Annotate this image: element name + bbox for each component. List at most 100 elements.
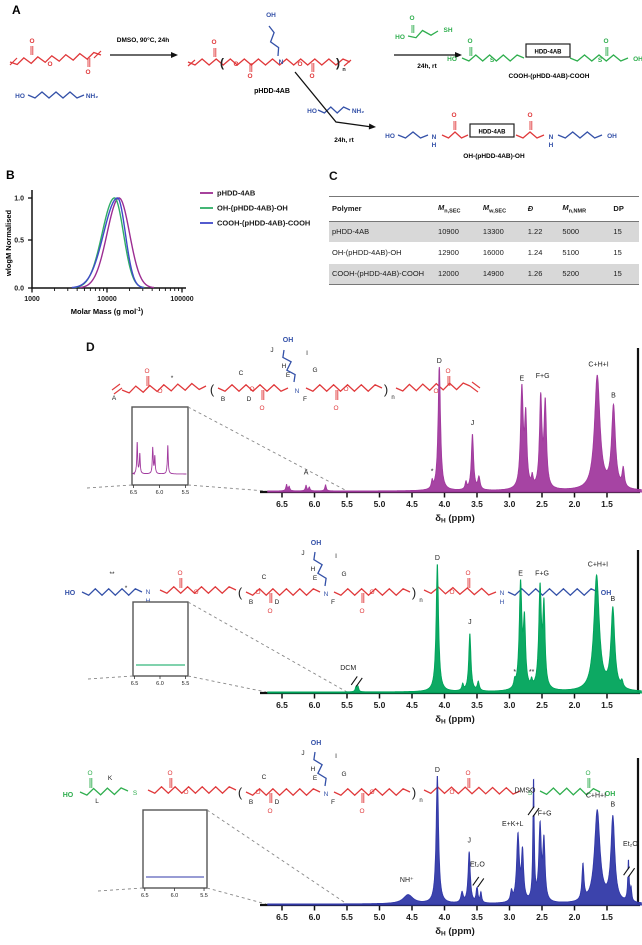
atom-label: O: [309, 73, 314, 80]
structure-label: HO: [63, 792, 74, 799]
atom-label: (: [220, 56, 224, 70]
table-cell: 16000: [479, 242, 525, 264]
table-cell: 1.26: [524, 263, 560, 285]
line: [628, 867, 636, 878]
line: [87, 675, 134, 680]
chain-zigzag: [187, 58, 351, 66]
ppm-tick-label: 2.0: [569, 912, 581, 922]
structure-label: D: [275, 599, 280, 606]
chain-zigzag: [27, 91, 85, 99]
structure-label: H: [311, 566, 316, 573]
peak-label: B: [611, 802, 616, 809]
gpc-xlabel: Molar Mass (g mol-1): [71, 307, 144, 316]
atom-label: NH₂: [86, 93, 98, 100]
table-header-cell: Mn,NMR: [559, 196, 611, 222]
structure-label: N: [324, 791, 329, 798]
atom-label: O: [247, 73, 252, 80]
polymer-table: Polymer Mn,SEC Mw,SEC Đ Mn,NMR DP pHDD-4AB 109…: [329, 196, 639, 285]
peak-label: Et₂O: [470, 862, 485, 869]
table-cell: 10900: [435, 221, 480, 243]
structure-label: J: [301, 750, 304, 757]
structure-label: F: [303, 396, 307, 403]
line: [351, 675, 363, 688]
structure-label: B: [249, 599, 253, 606]
panel-c-label: C: [329, 169, 338, 183]
peak-label: J: [471, 420, 475, 427]
structure-label: O: [369, 789, 374, 796]
ppm-axis-label: δH (ppm): [435, 513, 475, 525]
arrowhead-icon: [455, 52, 462, 58]
structure-label: *: [171, 375, 174, 382]
product-cooh-name: COOH-(pHDD-4AB)-COOH: [509, 73, 590, 80]
hdd4ab-box-2: [469, 123, 515, 138]
line: [355, 677, 363, 687]
ppm-tick-label: 3.0: [504, 499, 516, 509]
table-body: pHDD-4AB 10900 13300 1.22 5000 15 OH-(pHDD-4AB…: [329, 221, 639, 285]
line: [471, 381, 481, 389]
peak-label: J: [467, 837, 471, 844]
ppm-tick-label: 2.0: [569, 499, 581, 509]
structure-label: n: [391, 395, 394, 401]
peak-label: D: [437, 358, 442, 365]
ppm-tick-label: 6.0: [309, 912, 321, 922]
table-cell: 12900: [435, 242, 480, 264]
structure-label: N: [295, 388, 300, 395]
structure-label: O: [433, 388, 438, 395]
structure-label: O: [144, 368, 149, 375]
line: [187, 601, 348, 693]
ppm-tick-label: 4.0: [439, 700, 451, 710]
table-header-row: Polymer Mn,SEC Mw,SEC Đ Mn,NMR DP: [329, 196, 639, 222]
gpc-plot: 1000 10000 100000 1.0 0.5 0.0 pHDD-4AB OH-(pHDD…: [14, 189, 310, 304]
line: [472, 875, 484, 889]
structure-label: O: [445, 368, 450, 375]
peak-label: A: [304, 470, 309, 477]
panel-a-label: A: [12, 3, 21, 17]
line: [97, 887, 144, 892]
inset-tick-label: 5.5: [182, 490, 190, 496]
structure-label: S: [528, 790, 533, 797]
atom-label: HO: [447, 56, 457, 63]
peak-label: D: [435, 555, 440, 562]
peak-label: DMSO: [515, 787, 537, 794]
structure-label: O: [255, 789, 260, 796]
structure-label: OH: [311, 540, 322, 547]
structure-label: G: [341, 771, 346, 778]
peak-label: C+H+I: [586, 793, 606, 800]
structure-bond: [159, 585, 237, 595]
structure-label: N: [500, 590, 505, 597]
ppm-tick-label: 6.0: [309, 700, 321, 710]
x-tick-label: 1000: [24, 296, 40, 303]
chain-zigzag: [515, 131, 545, 139]
chain-zigzag: [317, 106, 351, 114]
table-header-cell: Mn,SEC: [435, 196, 480, 222]
branch-arrow: [294, 71, 373, 128]
structure-bond: [333, 587, 411, 597]
structure-label: O: [267, 608, 272, 615]
structure-label: O: [585, 770, 590, 777]
atom-label: O: [29, 38, 34, 45]
structure-label: O: [465, 770, 470, 777]
atom-label: ): [336, 56, 340, 70]
structure-label: O: [465, 570, 470, 577]
structure-label: D: [247, 396, 252, 403]
ppm-tick-label: 2.0: [569, 700, 581, 710]
peak-label: *: [431, 468, 434, 475]
line: [93, 50, 102, 59]
ppm-tick-label: 5.0: [374, 499, 386, 509]
condition-2: 24h, rt: [417, 63, 437, 70]
arrowhead-icon: [368, 123, 376, 130]
structure-label: G: [341, 571, 346, 578]
structure-label: B: [249, 799, 253, 806]
peak-label: F+G: [536, 373, 550, 380]
structure-label: A: [112, 395, 117, 402]
structure-label: O: [343, 386, 348, 393]
ppm-axis-label: δH (ppm): [435, 714, 475, 726]
structure-bond: [313, 551, 327, 587]
peak-label: E: [518, 570, 523, 577]
peak-label: E+K+L: [502, 821, 524, 828]
line: [86, 484, 133, 489]
structure-bond: [539, 787, 601, 796]
table-row: pHDD-4AB 10900 13300 1.22 5000 15: [329, 221, 639, 243]
